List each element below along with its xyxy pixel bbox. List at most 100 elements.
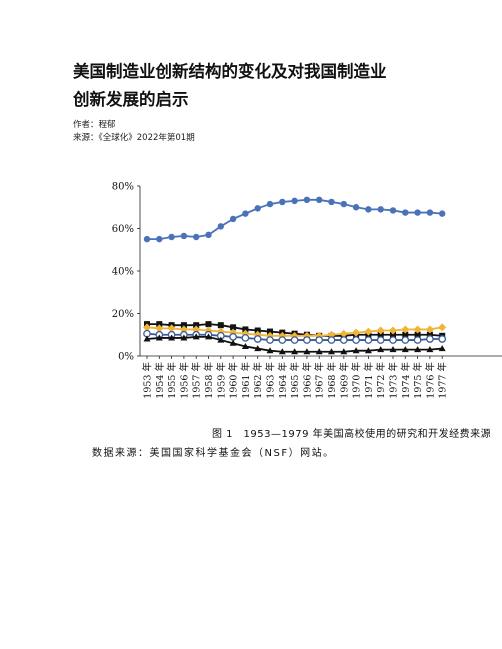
data-point-series-3 [364,327,373,336]
x-tick-label: 1958 年 [203,362,215,399]
x-tick-label: 1956 年 [178,362,190,399]
data-point-series-3 [352,328,361,337]
data-point-series-2 [267,328,273,335]
data-point-series-4 [266,336,274,344]
data-point-series-2 [180,322,187,329]
data-point-series-1 [340,200,347,208]
data-point-series-3 [438,323,447,332]
rd-funding-line-chart: 0%20%40%60%80%1953 年 1954 年 1955 年 1956 年 19… [112,182,502,399]
data-point-series-1 [205,231,212,239]
x-tick-label: 1975 年 [412,362,424,399]
data-point-series-2 [193,322,200,329]
data-point-series-1 [439,210,446,217]
data-point-series-4 [376,336,385,344]
x-tick-label: 1967 年 [314,362,326,399]
data-point-series-5 [315,348,323,355]
data-point-series-2 [242,326,249,333]
y-tick-label: 60% [112,224,134,235]
data-point-series-3 [327,330,336,339]
x-tick-label: 1965 年 [289,362,301,399]
data-point-series-5 [254,345,262,352]
data-point-series-1 [402,209,409,216]
data-point-series-1 [156,235,163,243]
x-tick-label: 1969 年 [338,362,350,399]
x-tick-label: 1974 年 [400,362,412,399]
data-point-series-5 [143,335,151,342]
data-point-series-5 [389,346,397,353]
data-point-series-3 [376,326,385,335]
data-point-series-3 [192,325,201,334]
article-title-line-2: 创新发展的启示 [73,90,189,109]
data-point-series-2 [217,322,224,329]
data-point-series-1 [365,206,372,213]
data-point-series-1 [389,207,397,214]
x-tick-label: 1953 年 [142,362,154,399]
data-point-series-3 [339,329,348,338]
article-source: 来源：《全球化》2022年第01期 [73,133,195,143]
data-point-series-4 [253,335,262,343]
x-tick-label: 1957 年 [191,362,203,399]
x-tick-label: 1959 年 [215,362,227,399]
x-tick-label: 1960 年 [228,362,240,399]
data-point-series-3 [143,323,151,332]
article-title-line-1: 美国制造业创新结构的变化及对我国制造业 [73,62,387,81]
data-point-series-4 [401,336,410,344]
data-point-series-1 [180,232,188,240]
data-point-series-1 [414,209,421,216]
data-point-series-4 [413,336,422,344]
data-point-series-1 [328,198,335,206]
x-tick-label: 1973 年 [388,362,400,399]
data-point-series-1 [279,198,286,206]
data-point-series-5 [340,348,348,355]
data-point-series-5 [414,346,422,353]
y-tick-label: 20% [112,309,134,320]
data-point-series-3 [179,325,188,334]
data-point-series-4 [241,334,250,342]
y-tick-label: 0% [118,352,134,363]
data-point-series-4 [303,336,311,344]
x-tick-label: 1963 年 [265,362,277,399]
x-tick-label: 1972 年 [375,362,387,399]
data-point-series-1 [291,197,298,205]
data-point-series-2 [205,321,212,328]
x-tick-label: 1966 年 [301,362,313,399]
data-point-series-2 [390,331,396,338]
data-point-series-1 [316,196,323,204]
data-point-series-5 [438,345,446,352]
y-tick-label: 80% [112,182,134,193]
data-point-series-4 [278,336,287,344]
y-tick-label: 40% [112,267,134,278]
data-point-series-5 [168,334,176,341]
data-point-series-5 [352,347,360,354]
data-point-series-2 [426,331,433,338]
data-point-series-3 [425,325,434,334]
data-point-series-3 [401,325,410,334]
data-point-series-5 [291,348,299,355]
data-point-series-5 [377,346,385,353]
data-point-series-5 [364,347,372,354]
data-point-series-4 [364,336,373,344]
article-author: 作者：程郁 [73,120,116,130]
data-point-series-4 [389,336,397,344]
data-point-series-1 [193,233,200,241]
data-point-series-2 [402,331,409,338]
data-point-series-1 [168,233,175,241]
data-point-series-2 [156,321,163,328]
data-point-series-1 [377,206,384,213]
data-point-series-1 [143,235,151,243]
data-point-series-1 [254,205,261,212]
x-tick-label: 1976 年 [424,362,436,399]
data-point-series-5 [266,347,274,354]
data-point-series-3 [155,324,164,333]
x-tick-label: 1977 年 [437,362,449,399]
data-point-series-1 [426,209,434,216]
x-tick-label: 1971 年 [363,362,375,399]
data-point-series-5 [401,346,409,353]
data-point-series-4 [290,336,299,344]
data-point-series-5 [328,348,335,355]
data-point-series-5 [217,336,225,343]
data-point-series-5 [303,348,311,355]
data-point-series-1 [242,210,249,217]
data-point-series-2 [377,331,384,338]
data-point-series-1 [229,215,237,223]
